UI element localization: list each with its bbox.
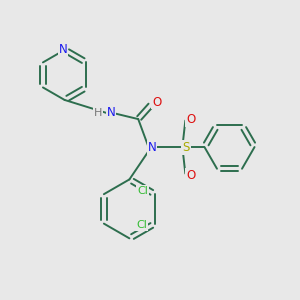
Text: N: N: [148, 141, 156, 154]
Text: H: H: [94, 108, 102, 118]
Text: O: O: [152, 95, 161, 109]
Text: O: O: [186, 169, 195, 182]
Text: N: N: [106, 106, 115, 119]
Text: Cl: Cl: [136, 220, 147, 230]
Text: Cl: Cl: [137, 186, 148, 196]
Text: O: O: [186, 112, 195, 126]
Text: S: S: [182, 141, 190, 154]
Text: N: N: [59, 44, 68, 56]
